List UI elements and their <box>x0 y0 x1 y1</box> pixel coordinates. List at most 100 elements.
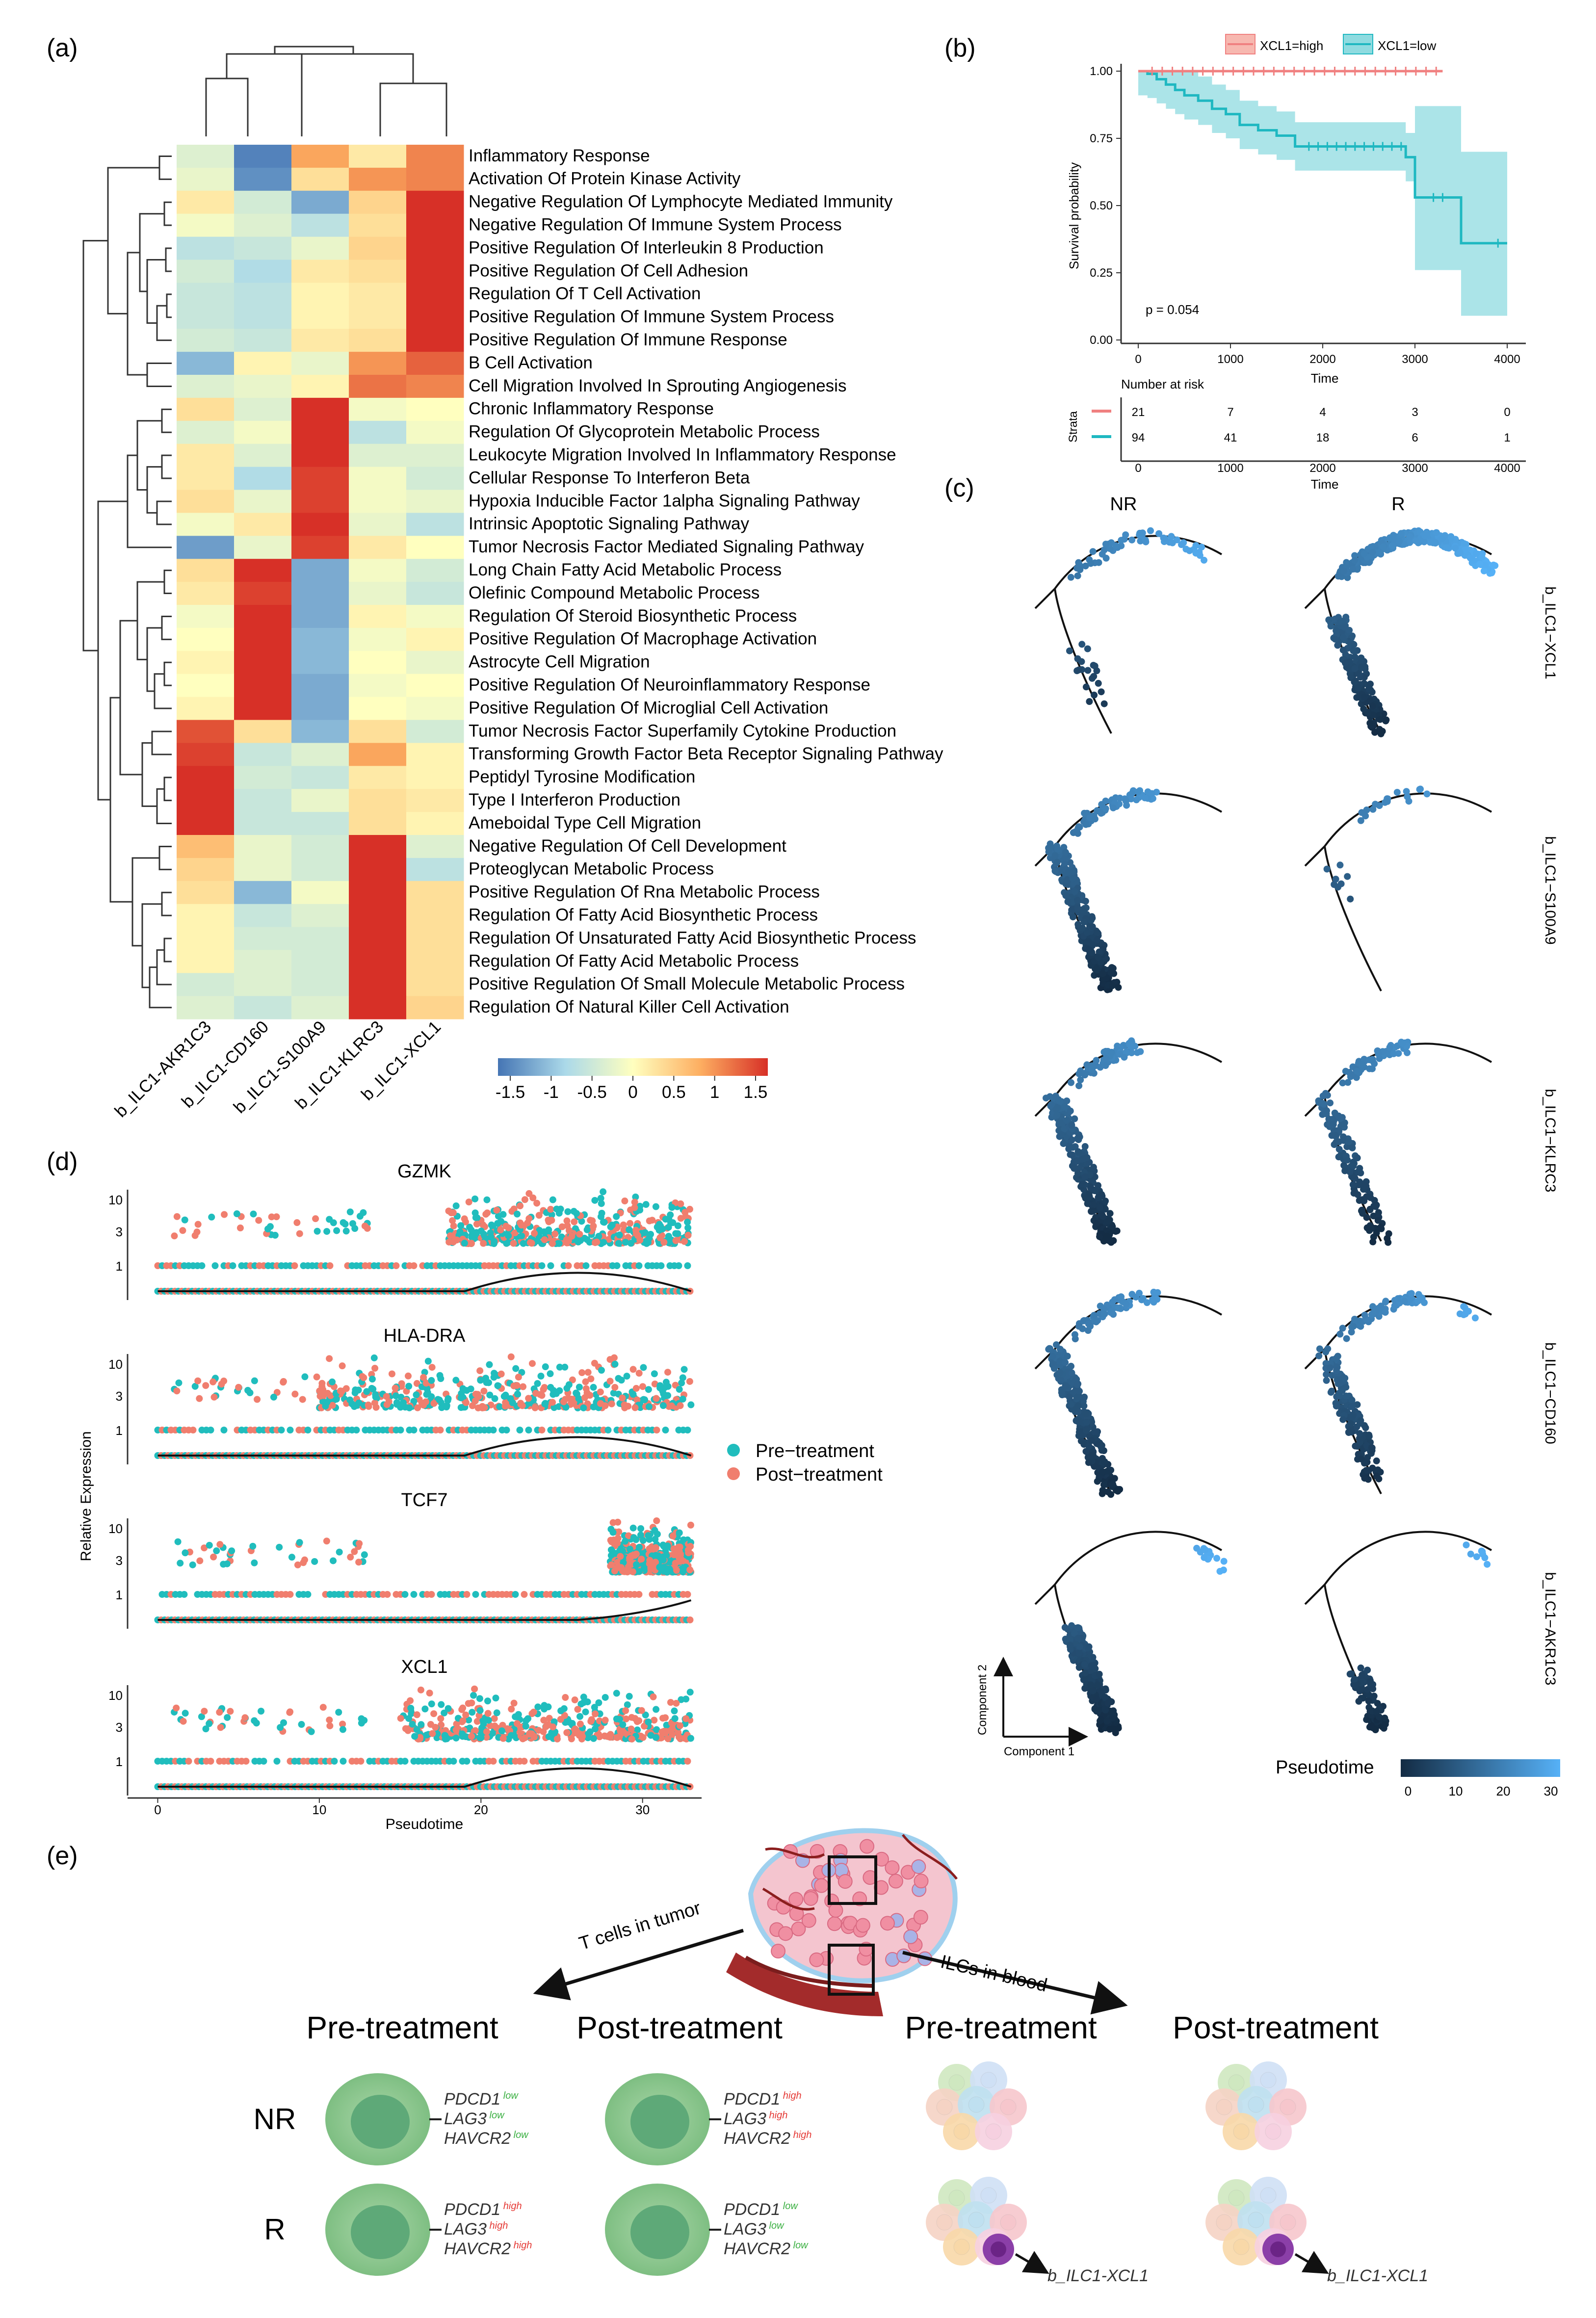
heatmap-cell <box>406 950 464 973</box>
heatmap-cell <box>406 697 464 720</box>
expression-point <box>428 1364 436 1371</box>
trajectory-cell <box>1345 1138 1353 1146</box>
expression-point <box>638 1556 645 1563</box>
trajectory-cell <box>1335 1146 1343 1153</box>
trajectory-cell <box>1339 618 1346 625</box>
expression-point <box>273 1758 281 1765</box>
expression-point <box>654 1224 661 1231</box>
trajectory-cell <box>1137 537 1144 545</box>
trajectory-cell <box>1095 679 1102 687</box>
heatmap-row-label: Regulation Of Fatty Acid Metabolic Proce… <box>469 951 799 970</box>
expression-point <box>598 1367 605 1374</box>
expression-point <box>287 1591 294 1598</box>
trajectory-cell <box>1452 545 1459 552</box>
expression-point <box>250 1210 257 1218</box>
heatmap-cell <box>349 996 407 1019</box>
expression-point <box>631 1204 638 1211</box>
trajectory-cell <box>1339 1079 1346 1087</box>
expression-point <box>667 1219 675 1226</box>
heatmap-cell <box>406 397 464 421</box>
trajectory-cell <box>1367 680 1374 688</box>
heatmap-legend-tick: 0.5 <box>662 1083 686 1102</box>
heatmap-cell <box>234 789 292 812</box>
trajectory-cell <box>1213 1555 1221 1562</box>
trajectory-cell <box>1373 1457 1380 1464</box>
expression-point <box>613 1213 620 1220</box>
heatmap-cell <box>177 260 235 283</box>
survival-ytick: 0.25 <box>1090 266 1113 280</box>
trajectory-cell <box>1075 666 1082 674</box>
trajectory-cell <box>1096 1670 1103 1678</box>
expression-point <box>242 1758 250 1765</box>
pseudotime-colorbar <box>1401 1759 1560 1777</box>
heatmap-cell <box>349 190 407 214</box>
trajectory-cell <box>1406 533 1413 541</box>
heatmap-cell <box>349 536 407 559</box>
trajectory-cell <box>1357 674 1364 681</box>
expression-point <box>679 1395 686 1403</box>
trajectory-cell <box>1334 573 1342 580</box>
risk-xtick: 4000 <box>1494 462 1520 475</box>
heatmap-row-label: Proteoglycan Metabolic Process <box>469 859 714 879</box>
trajectory-cell <box>1093 936 1100 943</box>
trajectory-cell <box>1067 1401 1074 1408</box>
trajectory-cell <box>1369 548 1376 556</box>
survival-xtick: 1000 <box>1217 353 1243 366</box>
expression-point <box>528 1240 535 1247</box>
heatmap-cell <box>234 674 292 698</box>
heatmap-cell <box>177 627 235 651</box>
heatmap-cell <box>234 950 292 973</box>
heatmap-row-dendrogram <box>82 155 172 1009</box>
trajectory-cell <box>1168 533 1175 540</box>
heatmap-cell <box>291 536 349 559</box>
expression-point <box>249 1542 257 1550</box>
expression-point <box>361 1551 368 1559</box>
heatmap-row-label: Astrocyte Cell Migration <box>469 652 650 672</box>
heatmap-cell <box>291 996 349 1019</box>
trajectory-cell <box>1076 1164 1083 1172</box>
expression-point <box>312 1215 319 1223</box>
heatmap-row-label: Positive Regulation Of Interleukin 8 Pro… <box>469 238 824 257</box>
trajectory-cell <box>1374 1217 1382 1224</box>
expression-point <box>486 1361 493 1368</box>
risk-low-count: 94 <box>1132 431 1145 444</box>
trajectory-cell <box>1054 1104 1061 1112</box>
heatmap-cell <box>177 420 235 444</box>
trajectory-cell <box>1068 1122 1075 1129</box>
expression-point <box>273 1213 280 1221</box>
expression-point <box>311 1558 318 1565</box>
heatmap-cell <box>234 720 292 743</box>
legend-label-high: XCL1=high <box>1260 38 1323 53</box>
trajectory-cell <box>1071 1165 1078 1172</box>
expression-point <box>355 1559 363 1566</box>
trajectory-cell <box>1155 530 1163 537</box>
trajectory-cell <box>1063 1117 1071 1124</box>
trajectory-cell <box>1094 929 1101 937</box>
expression-point <box>656 1382 664 1389</box>
expression-point <box>342 1227 350 1235</box>
heatmap-cell <box>291 927 349 950</box>
heatmap-row-label: Negative Regulation Of Immune System Pro… <box>469 215 842 234</box>
trajectory-cell <box>1154 1289 1161 1296</box>
heatmap-cell <box>234 236 292 260</box>
trajectory-cell <box>1335 1112 1342 1120</box>
trajectory-cell <box>1202 1546 1209 1553</box>
expression-point <box>294 1561 301 1568</box>
heatmap-cell <box>406 236 464 260</box>
expression-point <box>218 1380 225 1388</box>
heatmap-row-label: B Cell Activation <box>469 353 593 372</box>
expression-point <box>582 1385 590 1392</box>
trajectory-cell <box>1347 895 1354 903</box>
expression-point <box>672 1237 680 1244</box>
trajectory-cell <box>1068 1369 1075 1377</box>
expression-point <box>639 1537 647 1544</box>
survival-ytick: 0.75 <box>1090 132 1113 145</box>
expression-point <box>323 1228 331 1235</box>
heatmap-cell <box>177 858 235 882</box>
trajectory-col-r: R <box>1391 494 1405 515</box>
trajectory-cell <box>1178 541 1185 548</box>
trajectory-cell <box>1201 1554 1208 1561</box>
heatmap-cell <box>406 674 464 698</box>
trajectory-cell <box>1142 538 1150 546</box>
trajectory-cell <box>1330 1120 1337 1128</box>
